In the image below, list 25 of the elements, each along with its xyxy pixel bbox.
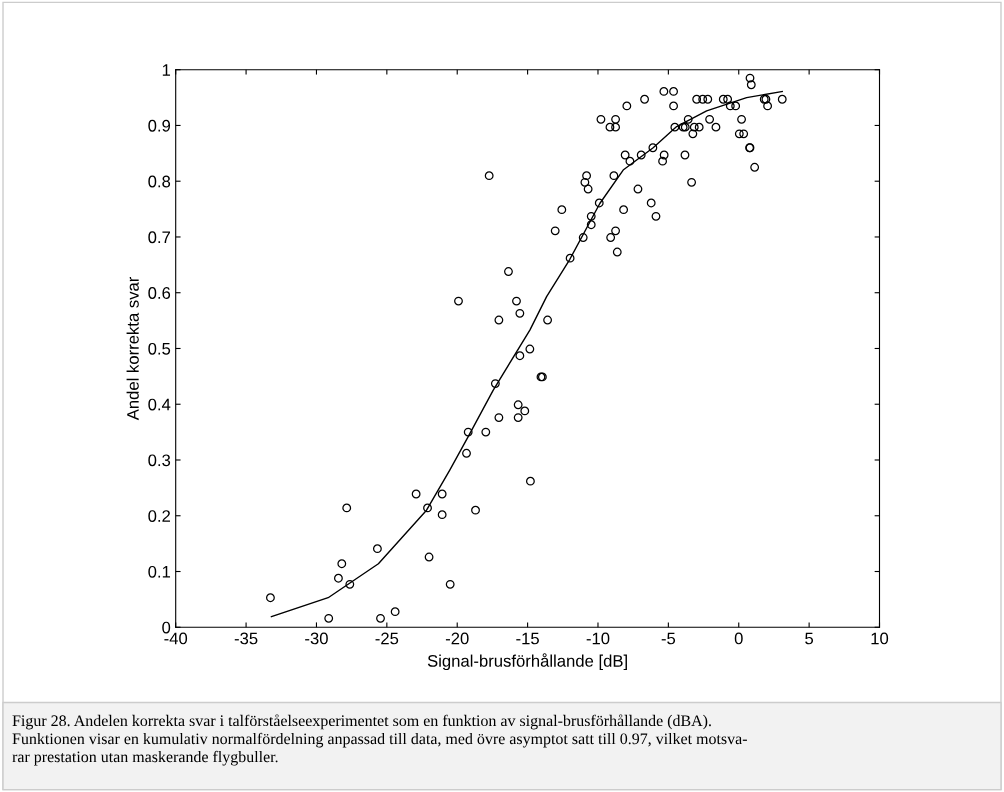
y-tick-label: 0.9 [148,119,171,132]
x-tick-label: 0 [734,632,743,645]
y-tick-label: 0 [162,621,171,634]
y-tick-label: 0.5 [148,342,171,355]
y-tick-label: 0.1 [148,565,171,578]
x-tick-label: -10 [586,632,610,645]
y-tick-label: 0.7 [148,231,170,244]
x-tick-label: 5 [805,632,814,645]
x-tick-label: -30 [305,632,328,645]
y-tick-label: 0.8 [148,175,171,188]
x-tick-label: 10 [871,632,889,645]
x-tick-label: -35 [234,632,258,645]
x-tick-label: -25 [375,632,399,645]
text: Figur 28. Andelen korrekta svar i talförståelseexperimentet som en funktion av signal-brusförhållande (dBA). Funktionen visar en kumulativ normalfördelning anpassad till data, med övre asymptot satt till 0.97, vilket motsva- rar prestation utan maskerande flygbuller. [12,714,747,766]
x-axis-title: Signal-brusförhållande [dB] [427,653,627,671]
x-tick-label: -20 [445,632,469,645]
y-tick-label: 0.3 [148,454,171,467]
x-tick-label: -40 [164,632,188,645]
y-axis-title: Andel korrekta svar [126,276,139,421]
y-tick-label: 0.4 [148,398,171,411]
x-tick-label: -15 [516,632,539,645]
y-tick-label: 0.6 [148,287,171,299]
x-tick-label: -5 [661,632,676,645]
y-tick-label: 1 [162,64,171,76]
y-tick-label: 0.2 [148,510,170,522]
